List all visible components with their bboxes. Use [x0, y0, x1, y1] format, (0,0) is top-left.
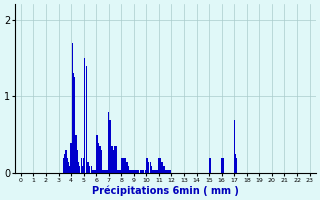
Bar	[122, 158, 123, 173]
Bar	[160, 158, 161, 173]
Bar	[133, 170, 134, 173]
Bar	[145, 170, 146, 173]
Bar	[235, 154, 236, 173]
X-axis label: Précipitations 6min ( mm ): Précipitations 6min ( mm )	[92, 185, 239, 196]
Bar	[104, 170, 106, 173]
Bar	[73, 73, 74, 173]
Bar	[234, 120, 235, 173]
Bar	[69, 166, 70, 173]
Bar	[107, 170, 108, 173]
Bar	[97, 135, 98, 173]
Bar	[91, 166, 92, 173]
Bar	[106, 170, 107, 173]
Bar	[140, 170, 141, 173]
Bar	[167, 170, 168, 173]
Bar	[166, 170, 167, 173]
Bar	[92, 170, 93, 173]
Bar	[124, 158, 126, 173]
Bar	[158, 158, 160, 173]
Bar	[109, 120, 111, 173]
Bar	[161, 162, 162, 173]
Bar	[156, 170, 157, 173]
Bar	[168, 170, 170, 173]
Bar	[72, 43, 73, 173]
Bar	[141, 170, 142, 173]
Bar	[76, 135, 77, 173]
Bar	[236, 158, 237, 173]
Bar	[152, 170, 153, 173]
Bar	[81, 158, 82, 173]
Bar	[100, 150, 102, 173]
Bar	[136, 170, 137, 173]
Bar	[64, 154, 65, 173]
Bar	[149, 162, 151, 173]
Bar	[84, 58, 85, 173]
Bar	[151, 166, 152, 173]
Bar	[153, 170, 155, 173]
Bar	[143, 170, 144, 173]
Bar	[89, 166, 91, 173]
Bar	[131, 170, 132, 173]
Bar	[85, 66, 87, 173]
Bar	[146, 158, 147, 173]
Bar	[118, 170, 119, 173]
Bar	[162, 162, 163, 173]
Bar	[209, 158, 210, 173]
Bar	[115, 146, 116, 173]
Bar	[121, 158, 122, 173]
Bar	[137, 170, 138, 173]
Bar	[67, 158, 68, 173]
Bar	[87, 162, 88, 173]
Bar	[117, 170, 118, 173]
Bar	[103, 170, 104, 173]
Bar	[222, 158, 224, 173]
Bar	[66, 150, 67, 173]
Bar	[88, 162, 89, 173]
Bar	[155, 170, 156, 173]
Bar	[170, 170, 171, 173]
Bar	[147, 158, 148, 173]
Bar	[142, 170, 143, 173]
Bar	[123, 158, 124, 173]
Bar	[79, 166, 80, 173]
Bar	[94, 170, 95, 173]
Bar	[83, 158, 84, 173]
Bar	[116, 146, 117, 173]
Bar	[93, 170, 94, 173]
Bar	[157, 170, 158, 173]
Bar	[70, 143, 72, 173]
Bar	[74, 77, 76, 173]
Bar	[108, 112, 109, 173]
Bar	[102, 170, 103, 173]
Bar	[126, 162, 127, 173]
Bar	[210, 158, 211, 173]
Bar	[113, 150, 114, 173]
Bar	[119, 170, 121, 173]
Bar	[99, 146, 100, 173]
Bar	[148, 162, 149, 173]
Bar	[77, 150, 78, 173]
Bar	[134, 170, 136, 173]
Bar	[164, 170, 166, 173]
Bar	[127, 162, 128, 173]
Bar	[163, 166, 164, 173]
Bar	[78, 162, 79, 173]
Bar	[111, 146, 112, 173]
Bar	[221, 158, 222, 173]
Bar	[128, 166, 129, 173]
Bar	[68, 162, 69, 173]
Bar	[132, 170, 133, 173]
Bar	[112, 146, 113, 173]
Bar	[98, 143, 99, 173]
Bar	[130, 170, 131, 173]
Bar	[82, 166, 83, 173]
Bar	[63, 158, 64, 173]
Bar	[96, 135, 97, 173]
Bar	[138, 170, 140, 173]
